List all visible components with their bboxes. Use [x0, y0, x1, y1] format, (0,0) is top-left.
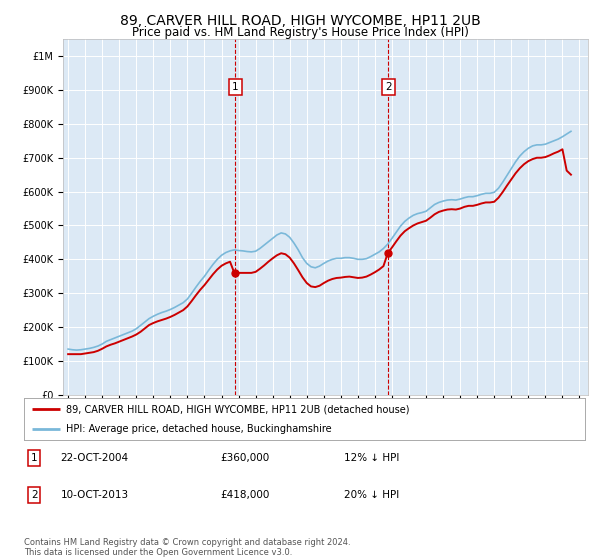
- Text: 2: 2: [31, 490, 37, 500]
- Text: 10-OCT-2013: 10-OCT-2013: [61, 490, 128, 500]
- Text: 2: 2: [385, 82, 392, 92]
- Text: Contains HM Land Registry data © Crown copyright and database right 2024.
This d: Contains HM Land Registry data © Crown c…: [24, 538, 350, 557]
- Text: Price paid vs. HM Land Registry's House Price Index (HPI): Price paid vs. HM Land Registry's House …: [131, 26, 469, 39]
- Text: 89, CARVER HILL ROAD, HIGH WYCOMBE, HP11 2UB: 89, CARVER HILL ROAD, HIGH WYCOMBE, HP11…: [119, 14, 481, 28]
- Text: 1: 1: [232, 82, 239, 92]
- Text: 20% ↓ HPI: 20% ↓ HPI: [344, 490, 399, 500]
- Text: 22-OCT-2004: 22-OCT-2004: [61, 453, 128, 463]
- Text: 89, CARVER HILL ROAD, HIGH WYCOMBE, HP11 2UB (detached house): 89, CARVER HILL ROAD, HIGH WYCOMBE, HP11…: [66, 404, 410, 414]
- Text: £418,000: £418,000: [220, 490, 270, 500]
- Text: 12% ↓ HPI: 12% ↓ HPI: [344, 453, 399, 463]
- Text: HPI: Average price, detached house, Buckinghamshire: HPI: Average price, detached house, Buck…: [66, 424, 332, 434]
- Text: 1: 1: [31, 453, 37, 463]
- Text: £360,000: £360,000: [220, 453, 269, 463]
